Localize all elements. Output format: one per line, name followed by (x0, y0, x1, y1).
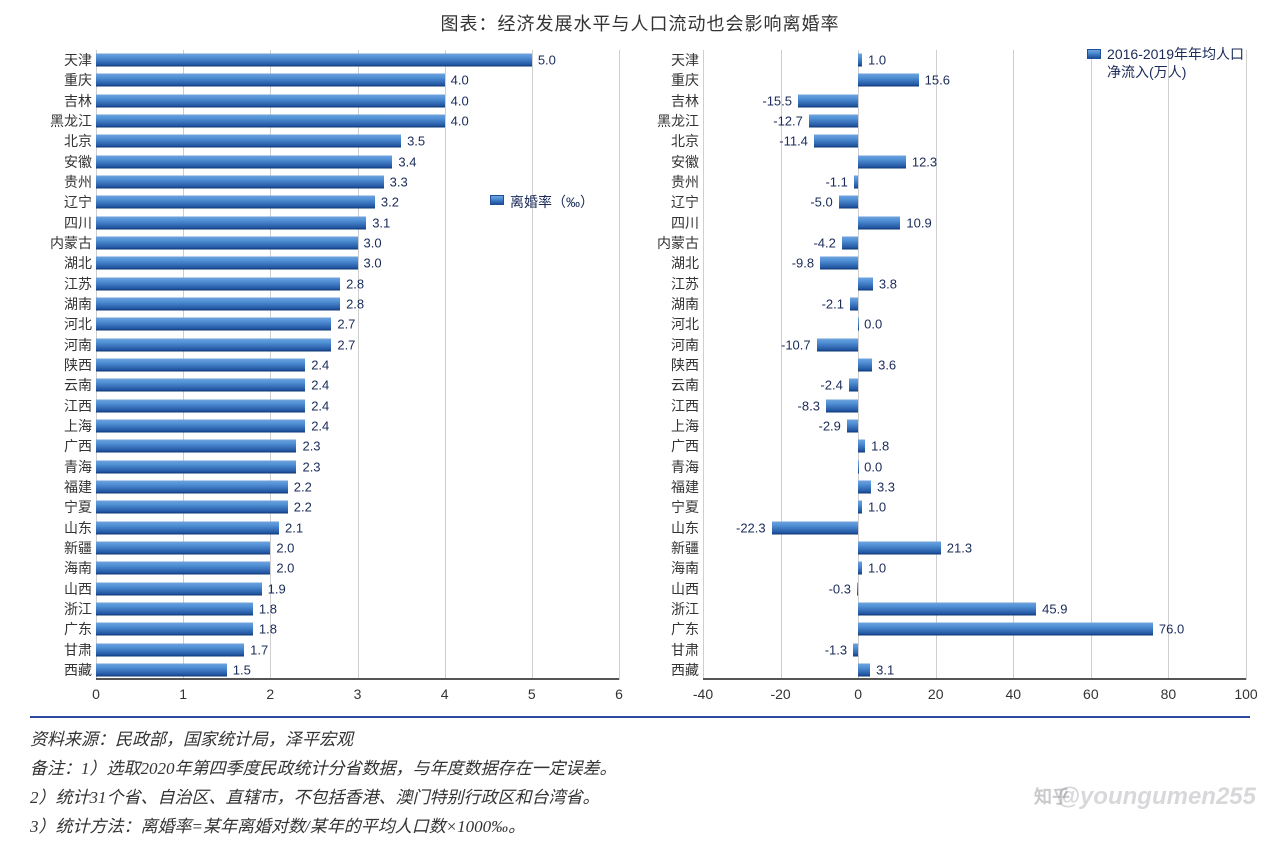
x-tick-label: 4 (441, 686, 449, 702)
x-tick-label: 20 (928, 686, 944, 702)
province-label: 广东 (22, 619, 92, 639)
province-label: 河南 (639, 335, 699, 355)
x-tick-label: -20 (770, 686, 790, 702)
legend-left: 离婚率（‰） (490, 192, 594, 212)
province-label: 辽宁 (22, 192, 92, 212)
x-tick-label: 80 (1161, 686, 1177, 702)
province-label: 湖南 (22, 294, 92, 314)
province-label: 甘肃 (22, 640, 92, 660)
user-watermark: @youngumen255 (1057, 783, 1256, 811)
province-label: 海南 (639, 558, 699, 578)
footnote-1: 备注：1）选取2020年第四季度民政统计分省数据，与年度数据存在一定误差。 (30, 755, 1250, 784)
x-tick-label: 60 (1083, 686, 1099, 702)
province-label: 贵州 (639, 172, 699, 192)
gridline (619, 50, 620, 680)
legend-right-line2: 净流入(万人) (1107, 64, 1244, 82)
province-label: 海南 (22, 558, 92, 578)
province-label: 青海 (22, 457, 92, 477)
province-label: 江西 (22, 396, 92, 416)
province-label: 福建 (22, 477, 92, 497)
province-label: 江苏 (639, 274, 699, 294)
province-label: 湖北 (22, 253, 92, 273)
province-label: 广西 (639, 436, 699, 456)
x-tick-label: -40 (693, 686, 713, 702)
source-note: 资料来源：民政部，国家统计局，泽平宏观 (30, 726, 1250, 755)
province-label: 福建 (639, 477, 699, 497)
province-label: 天津 (639, 50, 699, 70)
province-label: 吉林 (639, 91, 699, 111)
province-label: 云南 (639, 375, 699, 395)
province-label: 广东 (639, 619, 699, 639)
province-label: 西藏 (22, 660, 92, 680)
province-label: 山西 (639, 579, 699, 599)
chart-divorce-rate: 5.04.04.04.03.53.43.33.23.13.03.02.82.82… (18, 42, 623, 716)
province-label: 四川 (22, 213, 92, 233)
x-tick-label: 100 (1234, 686, 1257, 702)
province-label: 吉林 (22, 91, 92, 111)
x-tick-label: 40 (1005, 686, 1021, 702)
province-label: 四川 (639, 213, 699, 233)
province-label: 湖北 (639, 253, 699, 273)
legend-swatch-icon (1087, 49, 1101, 59)
province-label: 新疆 (639, 538, 699, 558)
province-label: 天津 (22, 50, 92, 70)
chart-title: 图表：经济发展水平与人口流动也会影响离婚率 (0, 0, 1280, 42)
footnotes: 资料来源：民政部，国家统计局，泽平宏观 备注：1）选取2020年第四季度民政统计… (0, 718, 1280, 842)
province-label: 湖南 (639, 294, 699, 314)
province-label: 山东 (639, 518, 699, 538)
legend-right-line1: 2016-2019年年均人口 (1107, 46, 1244, 64)
gridline (1246, 50, 1247, 680)
province-label: 宁夏 (22, 497, 92, 517)
x-tick-label: 0 (92, 686, 100, 702)
province-label: 黑龙江 (22, 111, 92, 131)
legend-swatch-icon (490, 195, 504, 205)
province-label: 山东 (22, 518, 92, 538)
province-label: 新疆 (22, 538, 92, 558)
chart-population-flow: 1.015.6-15.5-12.7-11.412.3-1.1-5.010.9-4… (635, 42, 1250, 716)
province-label: 北京 (639, 131, 699, 151)
province-label: 重庆 (22, 70, 92, 90)
x-tick-label: 5 (528, 686, 536, 702)
x-tick-label: 3 (354, 686, 362, 702)
province-label: 上海 (639, 416, 699, 436)
province-label: 西藏 (639, 660, 699, 680)
province-label: 河北 (639, 314, 699, 334)
legend-right: 2016-2019年年均人口 净流入(万人) (1087, 46, 1244, 81)
province-label: 上海 (22, 416, 92, 436)
x-tick-label: 0 (854, 686, 862, 702)
province-label: 浙江 (639, 599, 699, 619)
legend-left-label: 离婚率（‰） (510, 192, 594, 212)
province-label: 安徽 (639, 152, 699, 172)
province-label: 河南 (22, 335, 92, 355)
footnote-3: 3）统计方法：离婚率=某年离婚对数/某年的平均人口数×1000‰。 (30, 813, 1250, 842)
province-label: 陕西 (639, 355, 699, 375)
province-label: 山西 (22, 579, 92, 599)
province-label: 北京 (22, 131, 92, 151)
province-label: 宁夏 (639, 497, 699, 517)
province-label: 内蒙古 (22, 233, 92, 253)
province-label: 甘肃 (639, 640, 699, 660)
province-label: 内蒙古 (639, 233, 699, 253)
province-label: 重庆 (639, 70, 699, 90)
province-label: 贵州 (22, 172, 92, 192)
province-label: 河北 (22, 314, 92, 334)
province-label: 青海 (639, 457, 699, 477)
province-label: 黑龙江 (639, 111, 699, 131)
charts-container: 5.04.04.04.03.53.43.33.23.13.03.02.82.82… (0, 42, 1280, 716)
province-label: 陕西 (22, 355, 92, 375)
plot-area-left: 5.04.04.04.03.53.43.33.23.13.03.02.82.82… (96, 50, 619, 680)
x-tick-label: 1 (179, 686, 187, 702)
province-label: 广西 (22, 436, 92, 456)
province-label: 云南 (22, 375, 92, 395)
province-label: 江西 (639, 396, 699, 416)
province-label: 江苏 (22, 274, 92, 294)
province-label: 辽宁 (639, 192, 699, 212)
x-tick-label: 2 (266, 686, 274, 702)
x-tick-label: 6 (615, 686, 623, 702)
plot-area-right: 1.015.6-15.5-12.7-11.412.3-1.1-5.010.9-4… (703, 50, 1246, 680)
province-label: 安徽 (22, 152, 92, 172)
province-label: 浙江 (22, 599, 92, 619)
